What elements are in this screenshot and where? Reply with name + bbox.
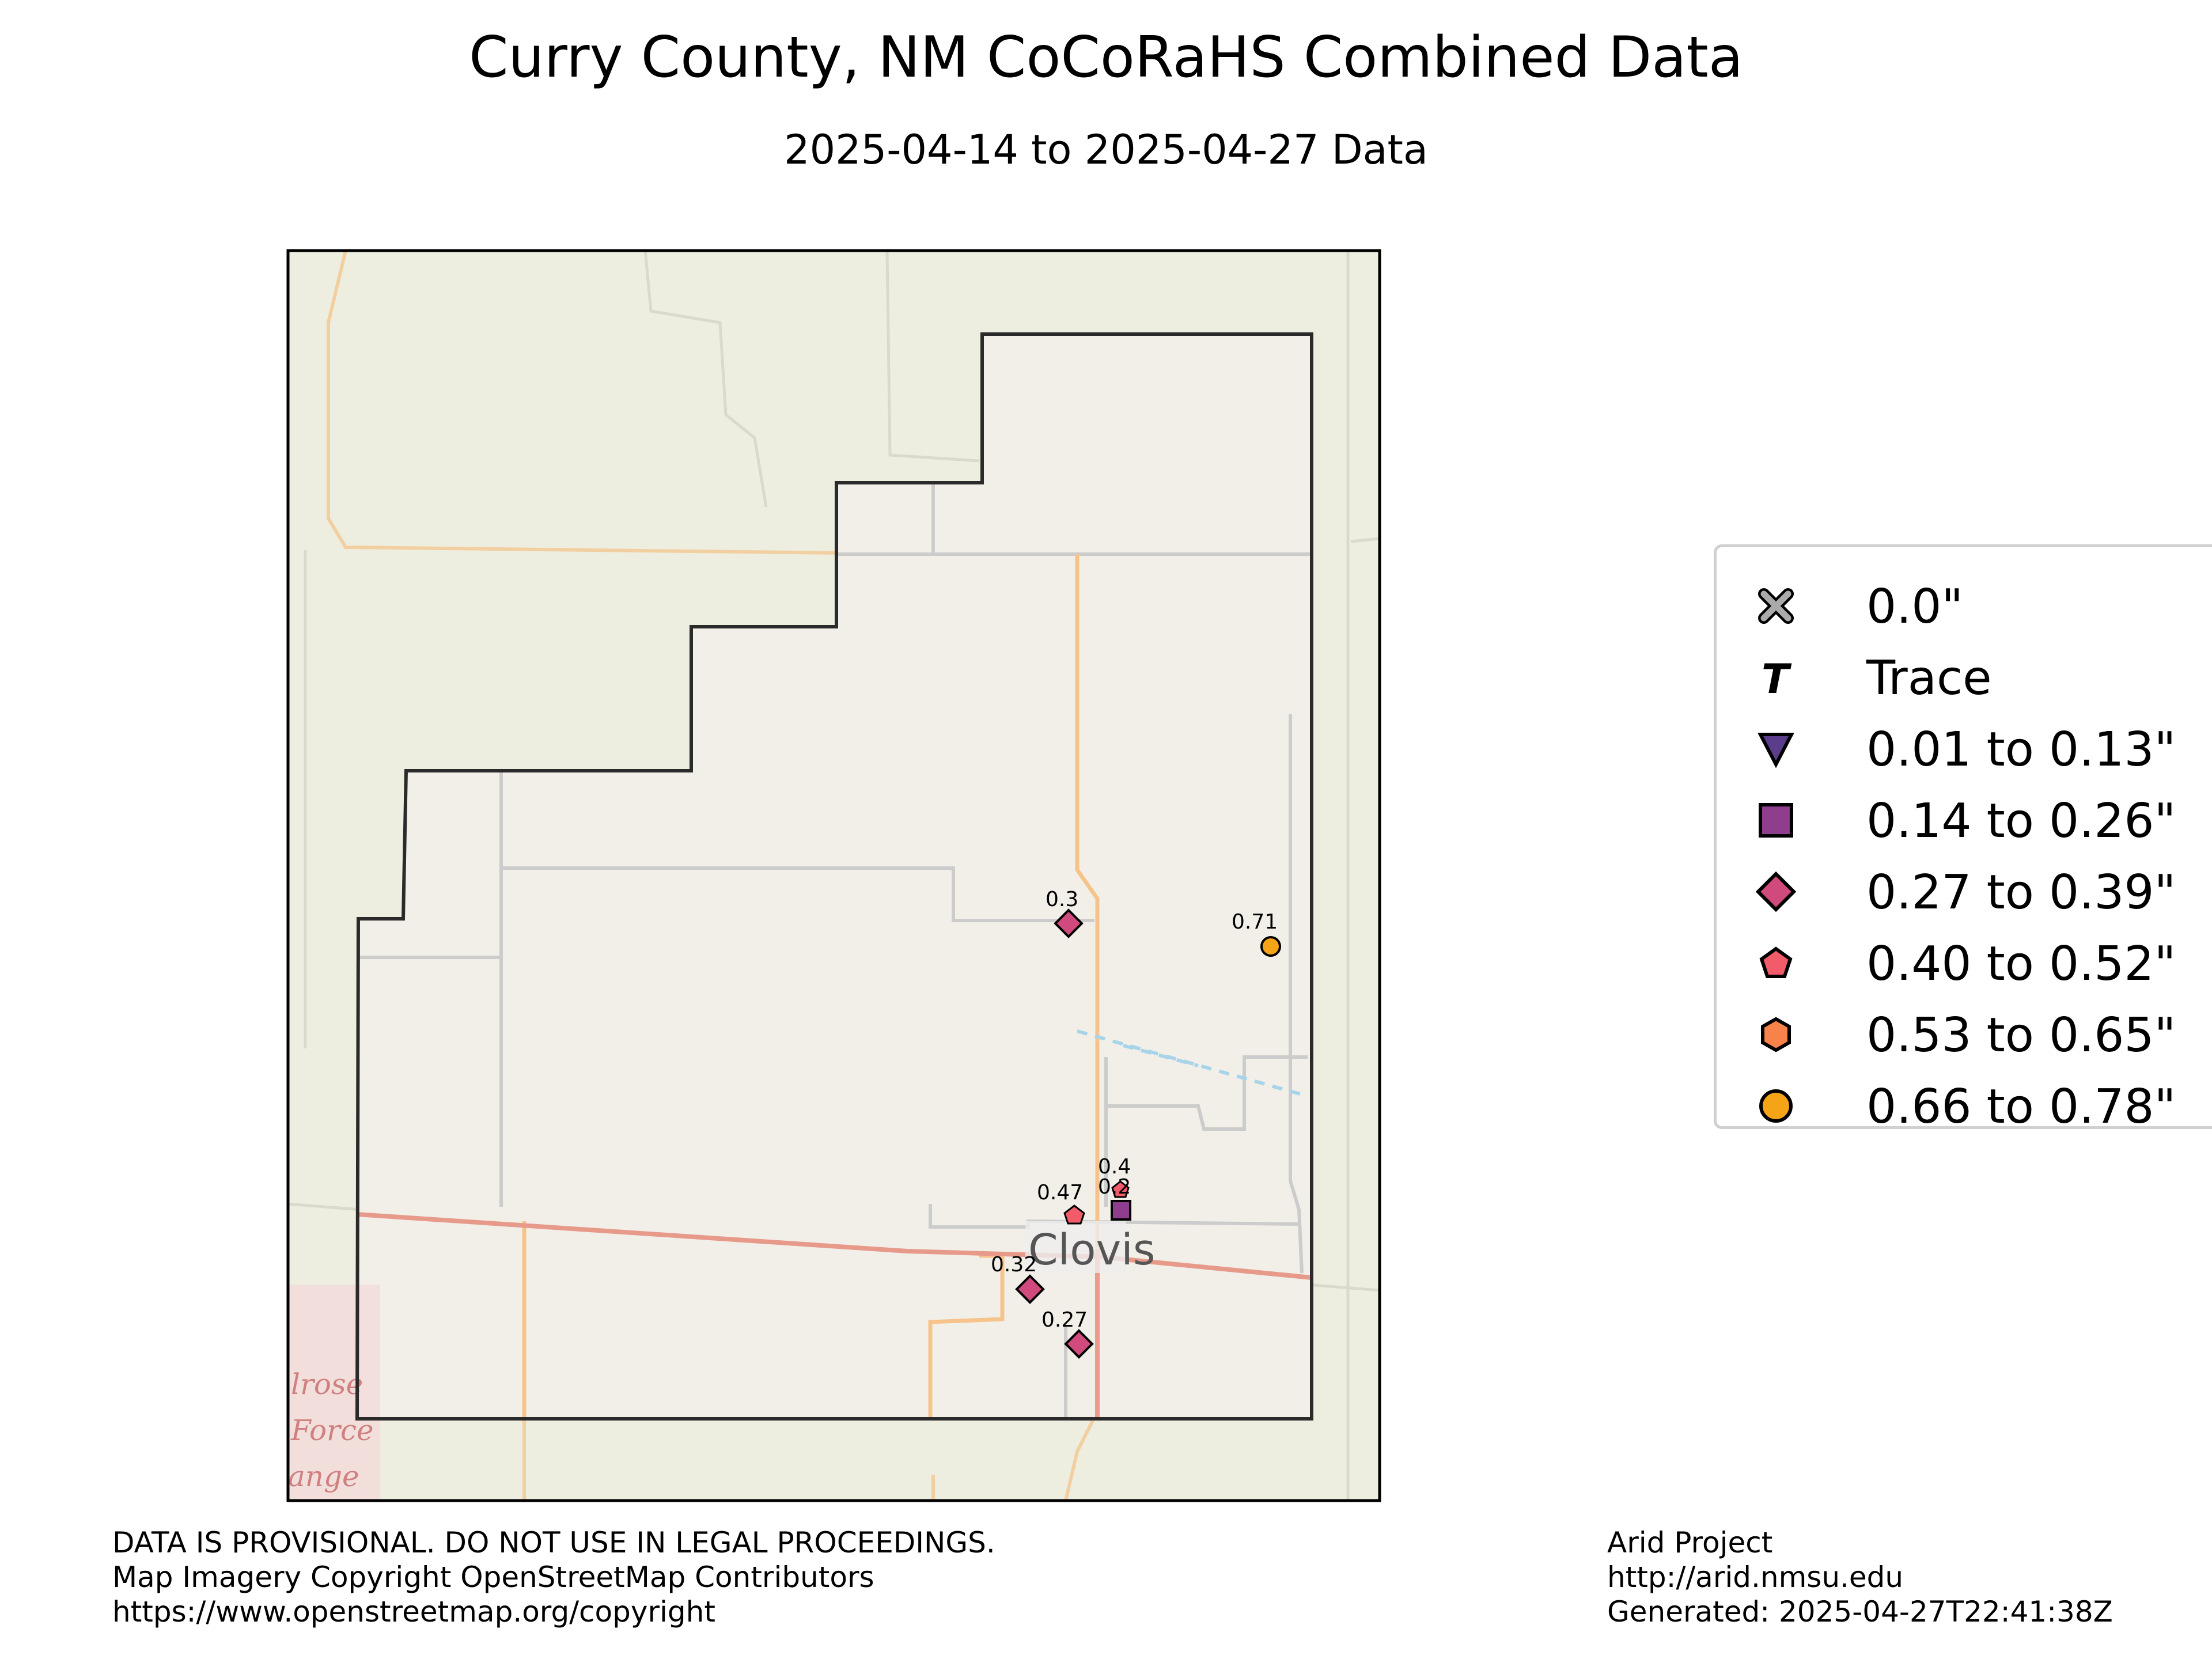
station-marker: 0.27 (1041, 1308, 1094, 1359)
station-value-label: 0.47 (1037, 1181, 1083, 1205)
diamond-marker (1054, 908, 1084, 938)
chart-subtitle: 2025-04-14 to 2025-04-27 Data (784, 126, 1428, 173)
station-marker: 0.47 (1037, 1181, 1085, 1225)
diamond-icon (1756, 872, 1796, 912)
square-marker (1111, 1200, 1131, 1221)
stations: 0.3 0.71 0.4 0.2 0.47 0.32 0.27 (991, 888, 1281, 1359)
legend-item-range-6: 0.66 to 0.78" (1717, 1070, 2212, 1142)
station-value-label: 0.71 (1232, 910, 1278, 934)
county-boundary (355, 332, 1313, 1421)
square-icon (1759, 803, 1793, 838)
city-label-background (1025, 1221, 1126, 1273)
footer-credits: Arid Project http://arid.nmsu.edu Genera… (1607, 1525, 2113, 1629)
legend-label: 0.40 to 0.52" (1866, 937, 2176, 991)
legend-label: 0.66 to 0.78" (1866, 1080, 2176, 1134)
pentagon-marker (1111, 1180, 1130, 1198)
triangle-down-icon (1758, 733, 1794, 768)
map-basemap: lrose Force ange Clovis (288, 251, 1380, 1501)
pentagon-marker (1063, 1205, 1085, 1225)
legend-item-range-1: 0.01 to 0.13" (1717, 713, 2212, 785)
legend-label: 0.27 to 0.39" (1866, 865, 2176, 920)
footer-line: Map Imagery Copyright OpenStreetMap Cont… (112, 1560, 874, 1594)
map-frame (286, 249, 1381, 1502)
footer-disclaimer: DATA IS PROVISIONAL. DO NOT USE IN LEGAL… (112, 1525, 995, 1629)
legend-item-range-4: 0.40 to 0.52" (1717, 927, 2212, 999)
x-icon (1758, 588, 1794, 624)
footer-line: DATA IS PROVISIONAL. DO NOT USE IN LEGAL… (112, 1526, 995, 1559)
svg-text:T: T (1762, 657, 1792, 698)
station-value-label: 0.3 (1046, 888, 1078, 911)
city-label: Clovis (1028, 1225, 1155, 1275)
station-marker: 0.2 (1098, 1175, 1131, 1221)
hexagon-icon (1761, 1017, 1791, 1052)
water-features (1077, 1029, 1302, 1096)
legend-item-trace: T Trace (1717, 642, 2212, 713)
station-marker: 0.4 (1098, 1155, 1131, 1198)
chart-title: Curry County, NM CoCoRaHS Combined Data (469, 25, 1743, 90)
diamond-marker (1015, 1274, 1045, 1304)
footer-line: Arid Project (1607, 1526, 1773, 1559)
range-label-1: lrose (291, 1368, 363, 1401)
legend-item-zero: 0.0" (1717, 570, 2212, 642)
county-shading (357, 334, 1312, 1419)
legend-label: 0.01 to 0.13" (1866, 722, 2176, 777)
station-value-label: 0.27 (1041, 1308, 1088, 1332)
pentagon-icon (1759, 946, 1793, 978)
station-value-label: 0.4 (1098, 1155, 1131, 1179)
circle-marker (1260, 936, 1281, 957)
legend-label: Trace (1866, 651, 1992, 706)
air-force-range (288, 1285, 380, 1501)
legend-label: 0.14 to 0.26" (1866, 794, 2176, 849)
range-label-3: ange (288, 1460, 359, 1493)
legend-label: 0.53 to 0.65" (1866, 1008, 2176, 1063)
t-icon: T (1762, 657, 1792, 698)
footer-line: Generated: 2025-04-27T22:41:38Z (1607, 1595, 2113, 1628)
legend: 0.0" T Trace 0.01 to 0.13" 0.14 to 0.26"… (1714, 544, 2212, 1134)
station-value-label: 0.2 (1098, 1175, 1131, 1199)
circle-icon (1759, 1089, 1793, 1123)
station-marker: 0.3 (1046, 888, 1084, 938)
footer-line: http://arid.nmsu.edu (1607, 1560, 1904, 1594)
legend-item-range-2: 0.14 to 0.26" (1717, 785, 2212, 856)
station-value-label: 0.32 (991, 1253, 1037, 1277)
legend-item-range-5: 0.53 to 0.65" (1717, 999, 2212, 1070)
legend-label: 0.0" (1866, 579, 1964, 634)
diamond-marker (1064, 1329, 1094, 1359)
footer-line: https://www.openstreetmap.org/copyright (112, 1595, 715, 1628)
major-highway (357, 1212, 1312, 1280)
station-marker: 0.71 (1232, 910, 1281, 957)
legend-item-range-3: 0.27 to 0.39" (1717, 856, 2212, 927)
station-marker: 0.32 (991, 1253, 1045, 1304)
